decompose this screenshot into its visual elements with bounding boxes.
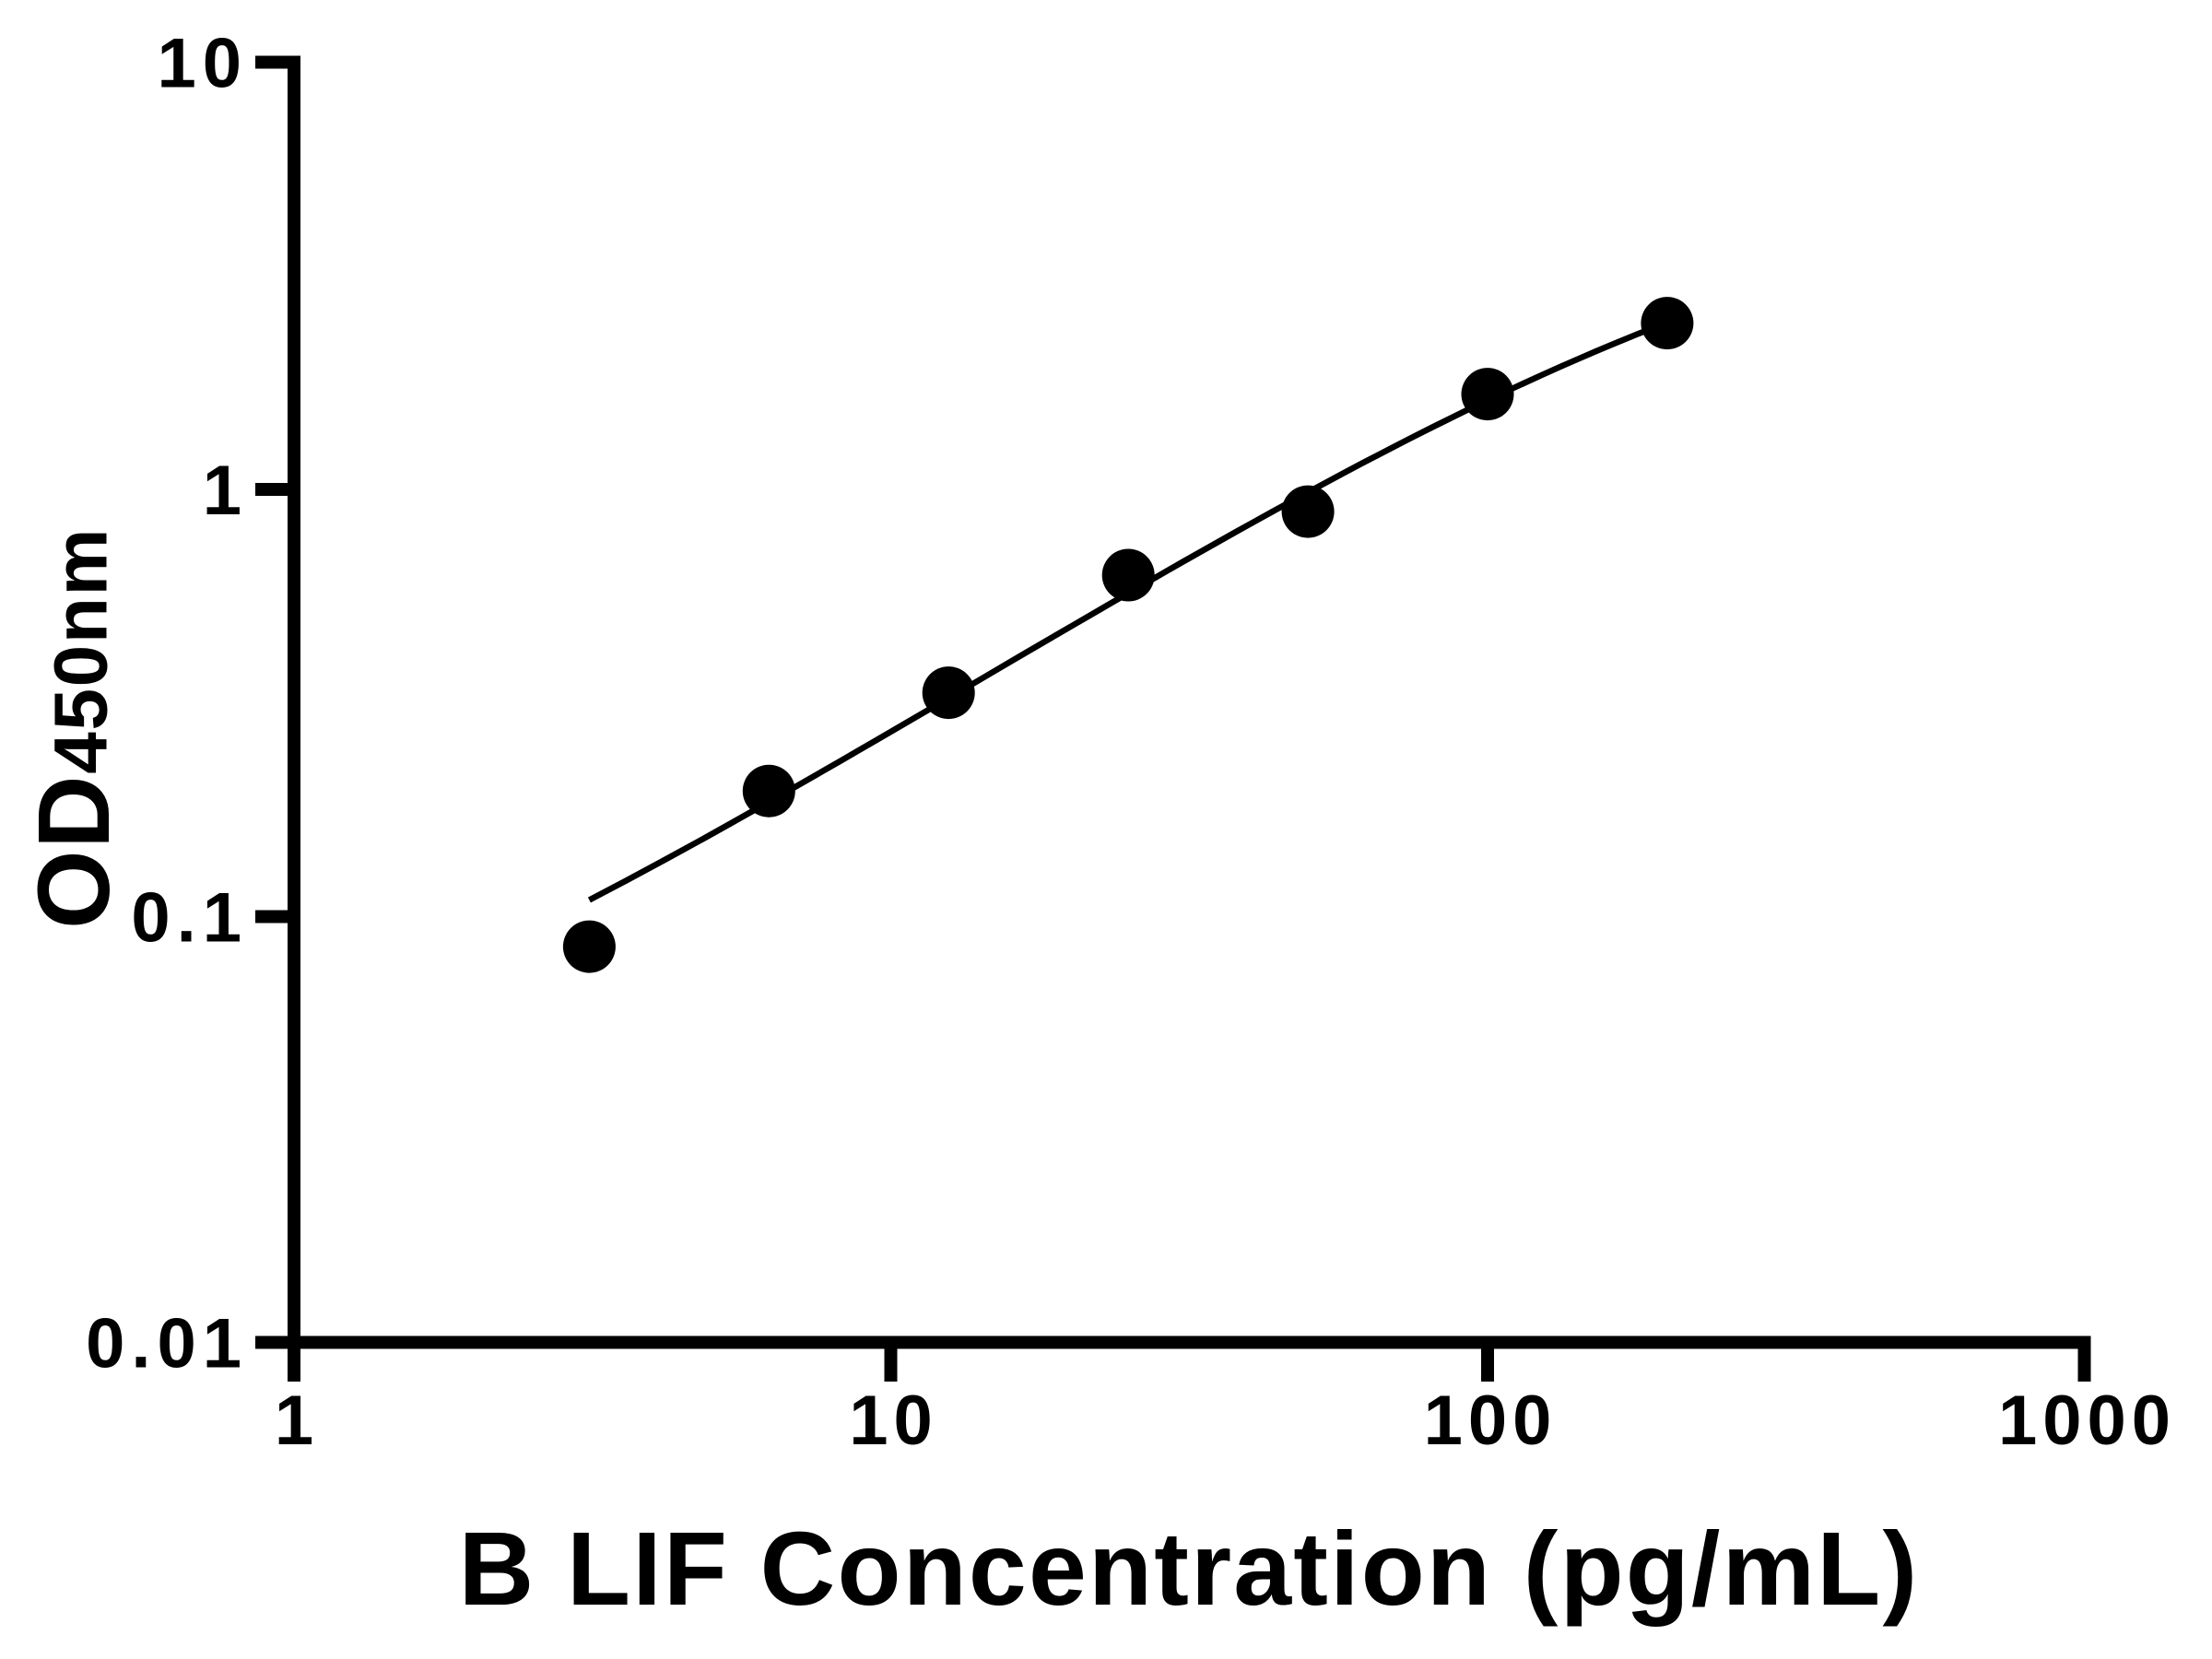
- svg-text:1: 1: [203, 452, 248, 530]
- svg-text:0.1: 0.1: [131, 879, 248, 958]
- svg-text:1: 1: [275, 1382, 319, 1460]
- svg-text:0.01: 0.01: [86, 1305, 248, 1383]
- svg-text:10: 10: [849, 1382, 938, 1460]
- svg-text:1000: 1000: [1998, 1382, 2176, 1460]
- svg-text:B LIF Concentration (pg/mL): B LIF Concentration (pg/mL): [459, 1511, 1920, 1627]
- svg-text:10: 10: [157, 25, 248, 103]
- svg-text:100: 100: [1424, 1382, 1558, 1460]
